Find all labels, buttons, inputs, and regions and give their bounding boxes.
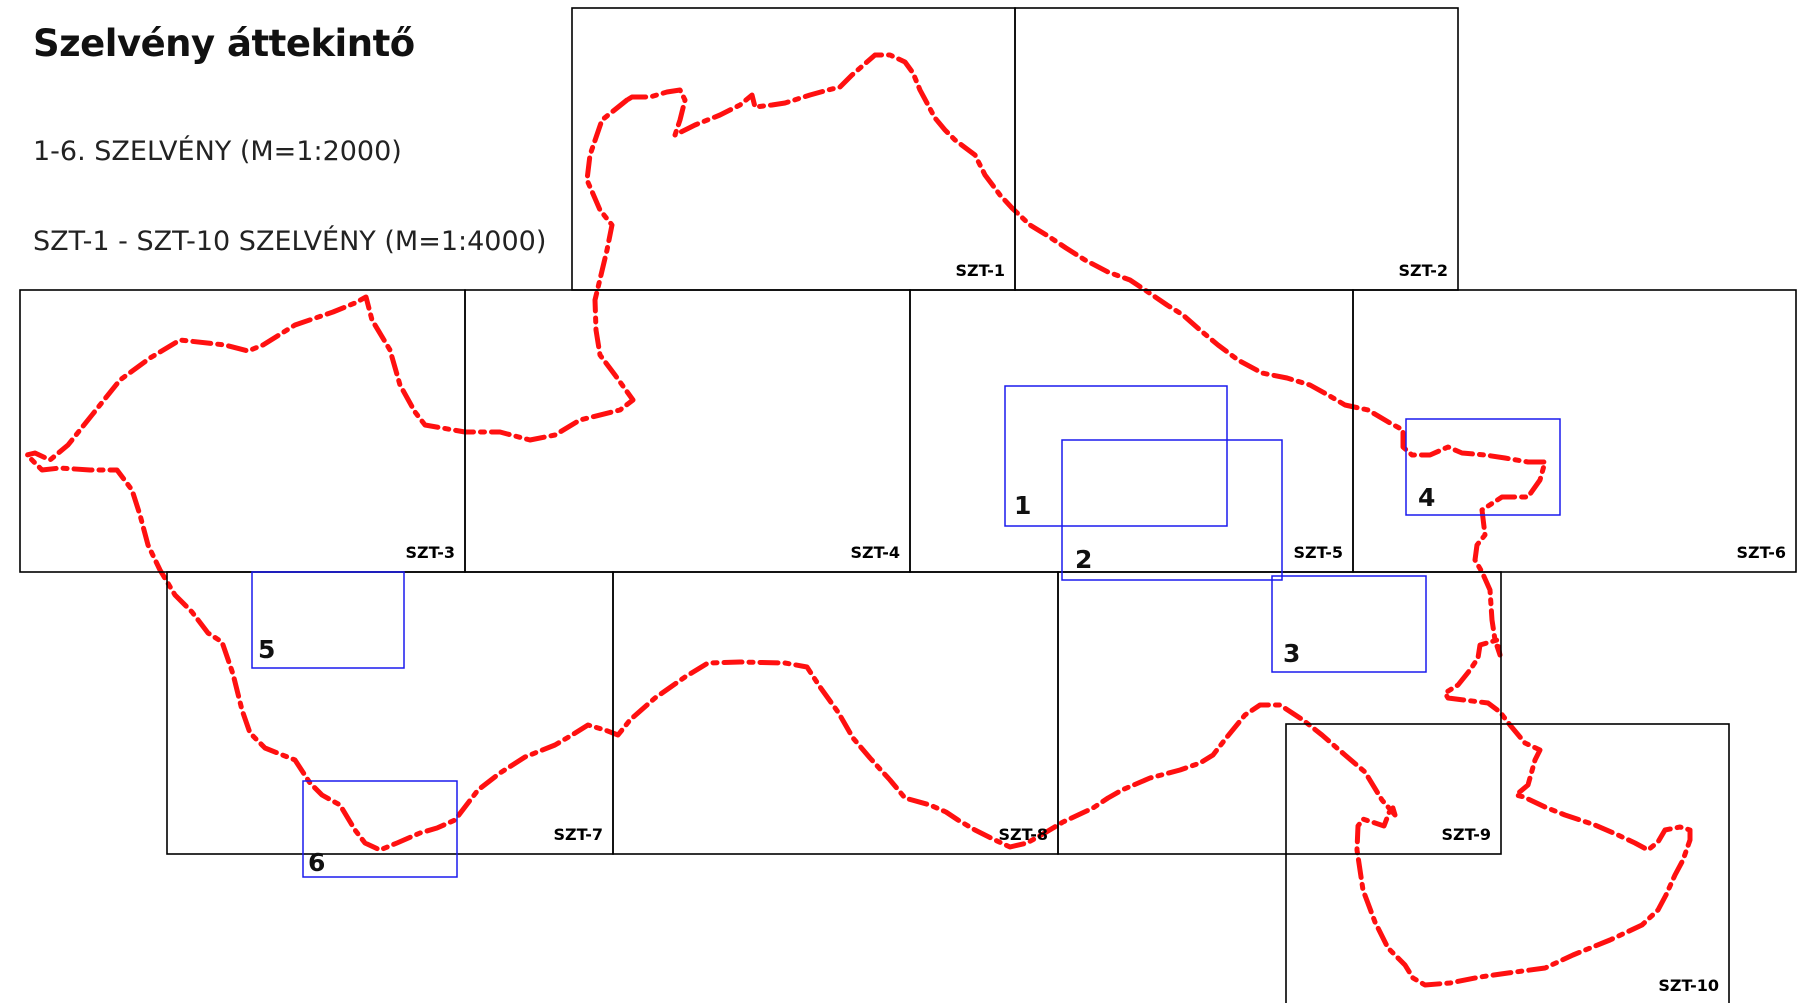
sheet-szt-3 [19, 289, 466, 573]
sheet-label-szt-8: SZT-8 [999, 825, 1048, 844]
sheet-label-szt-4: SZT-4 [851, 543, 900, 562]
detail-label-5: 5 [258, 635, 275, 664]
sheet-szt-4 [464, 289, 911, 573]
detail-label-2: 2 [1075, 545, 1092, 574]
sheet-szt-5 [909, 289, 1354, 573]
detail-frame-5 [251, 571, 405, 669]
sheet-szt-7 [166, 571, 614, 855]
sheet-szt-1 [571, 7, 1016, 291]
sheet-szt-8 [612, 571, 1059, 855]
sheet-label-szt-5: SZT-5 [1294, 543, 1343, 562]
detail-frame-6 [302, 780, 458, 878]
detail-label-3: 3 [1283, 639, 1300, 668]
legend-scale-4000: SZT-1 - SZT-10 SZELVÉNY (M=1:4000) [33, 226, 547, 257]
detail-frame-1 [1004, 385, 1228, 527]
detail-label-1: 1 [1014, 491, 1031, 520]
detail-frame-3 [1271, 575, 1427, 673]
sheet-szt-10 [1285, 723, 1730, 1003]
sheet-labels-1-4000: SZT-1 SZT-2 SZT-3 SZT-4 SZT-5 SZT-6 SZT-… [406, 261, 1786, 995]
map-title: Szelvény áttekintő [33, 22, 415, 65]
detail-frame-4 [1405, 418, 1561, 516]
legend-scale-2000: 1-6. SZELVÉNY (M=1:2000) [33, 136, 402, 167]
sheet-szt-2 [1014, 7, 1459, 291]
sheet-szt-6 [1352, 289, 1797, 573]
detail-labels-1-2000: 1 2 3 4 5 6 [258, 483, 1435, 877]
sheet-grid-1-4000 [19, 7, 1797, 1003]
sheet-label-szt-3: SZT-3 [406, 543, 455, 562]
sheet-label-szt-7: SZT-7 [554, 825, 603, 844]
detail-label-6: 6 [308, 848, 325, 877]
sheet-szt-9 [1057, 571, 1502, 855]
sheet-label-szt-2: SZT-2 [1399, 261, 1448, 280]
detail-label-4: 4 [1418, 483, 1435, 512]
sheet-label-szt-9: SZT-9 [1442, 825, 1491, 844]
detail-frames-1-2000 [251, 385, 1561, 878]
sheet-label-szt-1: SZT-1 [956, 261, 1005, 280]
sheet-label-szt-6: SZT-6 [1737, 543, 1786, 562]
area-boundary-line [24, 52, 1693, 988]
sheet-label-szt-10: SZT-10 [1658, 976, 1719, 995]
detail-frame-2 [1061, 439, 1283, 581]
